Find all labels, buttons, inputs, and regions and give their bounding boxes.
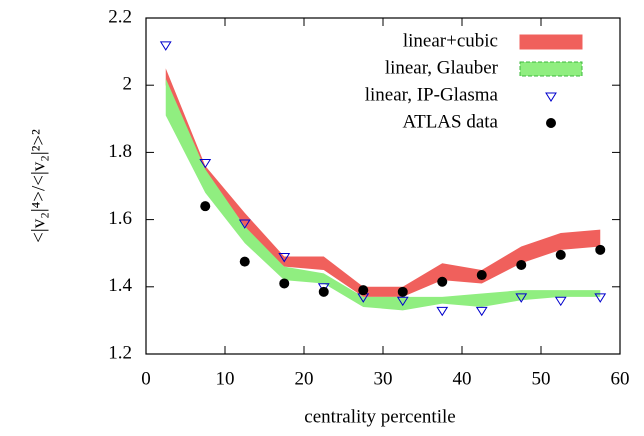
atlas-marker <box>516 259 527 270</box>
atlas-marker <box>318 286 329 297</box>
atlas-marker <box>239 256 250 267</box>
atlas-marker <box>595 244 606 255</box>
band <box>165 78 601 311</box>
ip-glasma-marker <box>159 41 172 51</box>
legend-swatch <box>519 34 583 50</box>
atlas-marker <box>200 201 211 212</box>
legend-label: linear+cubic <box>403 30 498 51</box>
ip-glasma-marker <box>594 293 607 303</box>
y-tick-label: 2 <box>123 74 133 95</box>
y-tick-label: 1.6 <box>108 208 132 229</box>
atlas-marker <box>437 276 448 287</box>
y-tick-label: 1.2 <box>108 342 132 363</box>
x-tick-label: 40 <box>453 368 472 389</box>
x-tick-label: 0 <box>141 368 151 389</box>
ip-glasma-marker <box>278 253 291 263</box>
x-tick-label: 60 <box>611 368 630 389</box>
ip-glasma-marker <box>238 219 251 229</box>
atlas-marker <box>397 286 408 297</box>
x-tick-label: 50 <box>532 368 551 389</box>
ip-glasma-marker <box>199 158 212 169</box>
atlas-marker <box>555 249 566 260</box>
legend-swatch <box>519 61 583 77</box>
x-tick-label: 30 <box>374 368 393 389</box>
x-tick-label: 20 <box>295 368 314 389</box>
y-tick-label: 2.2 <box>108 6 132 27</box>
atlas-marker <box>279 278 290 289</box>
legend-label: linear, IP-Glasma <box>365 84 499 105</box>
atlas-marker <box>476 270 487 281</box>
y-tick-label: 1.8 <box>108 141 132 162</box>
x-tick-label: 10 <box>216 368 235 389</box>
legend-label: linear, Glauber <box>385 57 499 78</box>
ip-glasma-marker <box>436 306 449 317</box>
ip-glasma-marker <box>515 293 528 303</box>
y-axis-label: <|v₂|⁴>/<|v₂|²>² <box>28 129 49 243</box>
legend-label: ATLAS data <box>402 111 498 132</box>
atlas-marker <box>358 285 369 296</box>
x-axis-label: centrality percentile <box>304 406 455 427</box>
ip-glasma-marker <box>475 306 488 317</box>
y-tick-label: 1.4 <box>108 275 132 296</box>
legend-swatch <box>545 92 557 102</box>
ip-glasma-marker <box>396 296 409 307</box>
ip-glasma-marker <box>554 296 567 307</box>
legend-swatch <box>546 118 556 128</box>
